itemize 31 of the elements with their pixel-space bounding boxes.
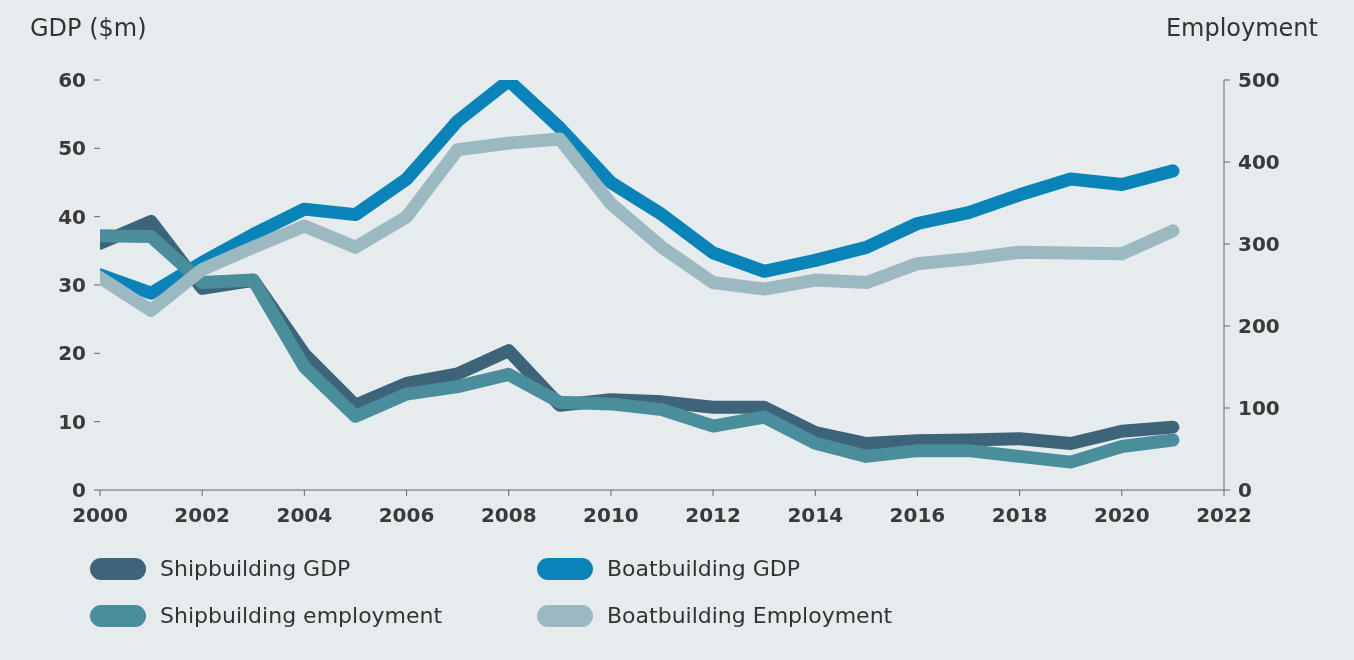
y-tick-label: 40: [58, 204, 86, 229]
x-tick-label: 2014: [787, 503, 844, 528]
y2-tick-label: 0: [1238, 478, 1252, 503]
y2-tick-label: 100: [1238, 396, 1280, 421]
y2-tick-label: 200: [1238, 314, 1280, 339]
y-tick-label: 0: [72, 478, 86, 503]
legend-label: Shipbuilding GDP: [160, 556, 351, 581]
legend-label: Boatbuilding GDP: [607, 556, 801, 581]
y2-tick-label: 500: [1238, 68, 1280, 93]
x-tick-label: 2010: [583, 503, 639, 528]
y2-tick-label: 400: [1238, 150, 1280, 175]
y-tick-label: 60: [58, 68, 86, 93]
x-tick-label: 2020: [1093, 503, 1150, 528]
y2-axis-title: Employment: [1165, 14, 1318, 42]
y-tick-label: 10: [58, 409, 86, 434]
x-tick-label: 2006: [378, 503, 435, 528]
legend-label: Shipbuilding employment: [160, 603, 443, 628]
x-tick-label: 2000: [72, 503, 128, 528]
y-tick-label: 20: [58, 341, 86, 366]
x-tick-label: 2018: [991, 503, 1048, 528]
x-tick-label: 2004: [276, 503, 333, 528]
x-tick-label: 2008: [480, 503, 537, 528]
y-tick-label: 30: [58, 273, 86, 298]
x-tick-label: 2016: [889, 503, 946, 528]
x-tick-label: 2012: [685, 503, 741, 528]
y-tick-label: 50: [58, 136, 86, 161]
y-axis-title: GDP ($m): [30, 14, 147, 42]
x-tick-label: 2002: [174, 503, 231, 528]
y2-tick-label: 300: [1238, 232, 1280, 257]
x-tick-label: 2022: [1196, 503, 1252, 528]
legend-label: Boatbuilding Employment: [607, 603, 893, 628]
